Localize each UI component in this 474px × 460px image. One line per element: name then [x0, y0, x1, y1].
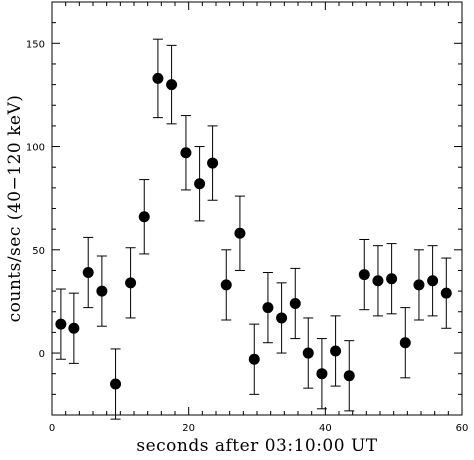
data-point [234, 227, 246, 239]
data-point [180, 147, 192, 159]
data-point-group [180, 115, 192, 191]
data-point [55, 318, 67, 330]
data-point-group [413, 249, 425, 321]
data-point-group [386, 243, 398, 315]
data-point [220, 279, 232, 291]
data-point [413, 279, 425, 291]
y-tick-label: 100 [26, 143, 45, 154]
data-point [358, 269, 370, 281]
data-point-group [330, 315, 342, 387]
data-point-group [138, 179, 150, 255]
data-point-group [440, 257, 452, 329]
data-point-group [207, 125, 219, 201]
plot-layer [55, 38, 452, 420]
data-point-group [276, 282, 288, 354]
data-point [194, 178, 206, 190]
data-point [125, 277, 137, 289]
data-point-group [152, 38, 164, 119]
data-point [166, 79, 178, 91]
data-point-group [427, 245, 439, 317]
data-point [152, 72, 164, 84]
data-point [440, 287, 452, 299]
data-point-group [302, 317, 314, 389]
data-point-group [316, 338, 328, 410]
data-point [262, 302, 274, 314]
data-point [386, 273, 398, 285]
y-tick-label: 150 [26, 39, 45, 50]
axis-layer: 0 20 40 60 0 50 100 150 [26, 1, 469, 434]
data-point-group [96, 255, 108, 327]
data-point [330, 345, 342, 357]
data-point-group [55, 288, 67, 360]
y-tick-label: 50 [32, 246, 45, 257]
data-point-group [343, 340, 355, 412]
data-point [82, 267, 94, 279]
y-tick-label: 0 [39, 349, 45, 360]
data-point [207, 157, 219, 169]
data-point [276, 312, 288, 324]
data-point [302, 347, 314, 359]
data-point [316, 368, 328, 380]
data-point-group [220, 249, 232, 321]
x-tick-label: 0 [49, 423, 55, 434]
data-point-group [194, 146, 206, 222]
data-point [372, 275, 384, 287]
data-point-group [82, 236, 94, 309]
plot-frame [51, 1, 463, 416]
data-point [68, 322, 80, 334]
data-point [96, 285, 108, 297]
x-tick-label: 20 [182, 423, 195, 434]
data-point [399, 337, 411, 349]
data-point [289, 297, 301, 309]
data-point-group [166, 44, 178, 125]
data-point-group [289, 267, 301, 340]
data-point [248, 353, 260, 365]
data-point-group [125, 247, 137, 319]
data-point [138, 211, 150, 223]
data-point-group [234, 195, 246, 271]
data-point-group [110, 348, 122, 420]
x-tick-label: 40 [319, 423, 332, 434]
data-point-group [248, 323, 260, 395]
data-point [427, 275, 439, 287]
x-tick-label: 60 [456, 423, 469, 434]
data-point [110, 378, 122, 390]
x-axis-label: seconds after 03:10:00 UT [136, 436, 377, 456]
data-point-group [399, 307, 411, 379]
data-point [343, 370, 355, 382]
data-point-group [68, 292, 80, 364]
data-point-group [358, 238, 370, 311]
data-point-group [372, 245, 384, 317]
data-point-group [262, 272, 274, 344]
y-axis-label: counts/sec (40−120 keV) [5, 95, 25, 323]
